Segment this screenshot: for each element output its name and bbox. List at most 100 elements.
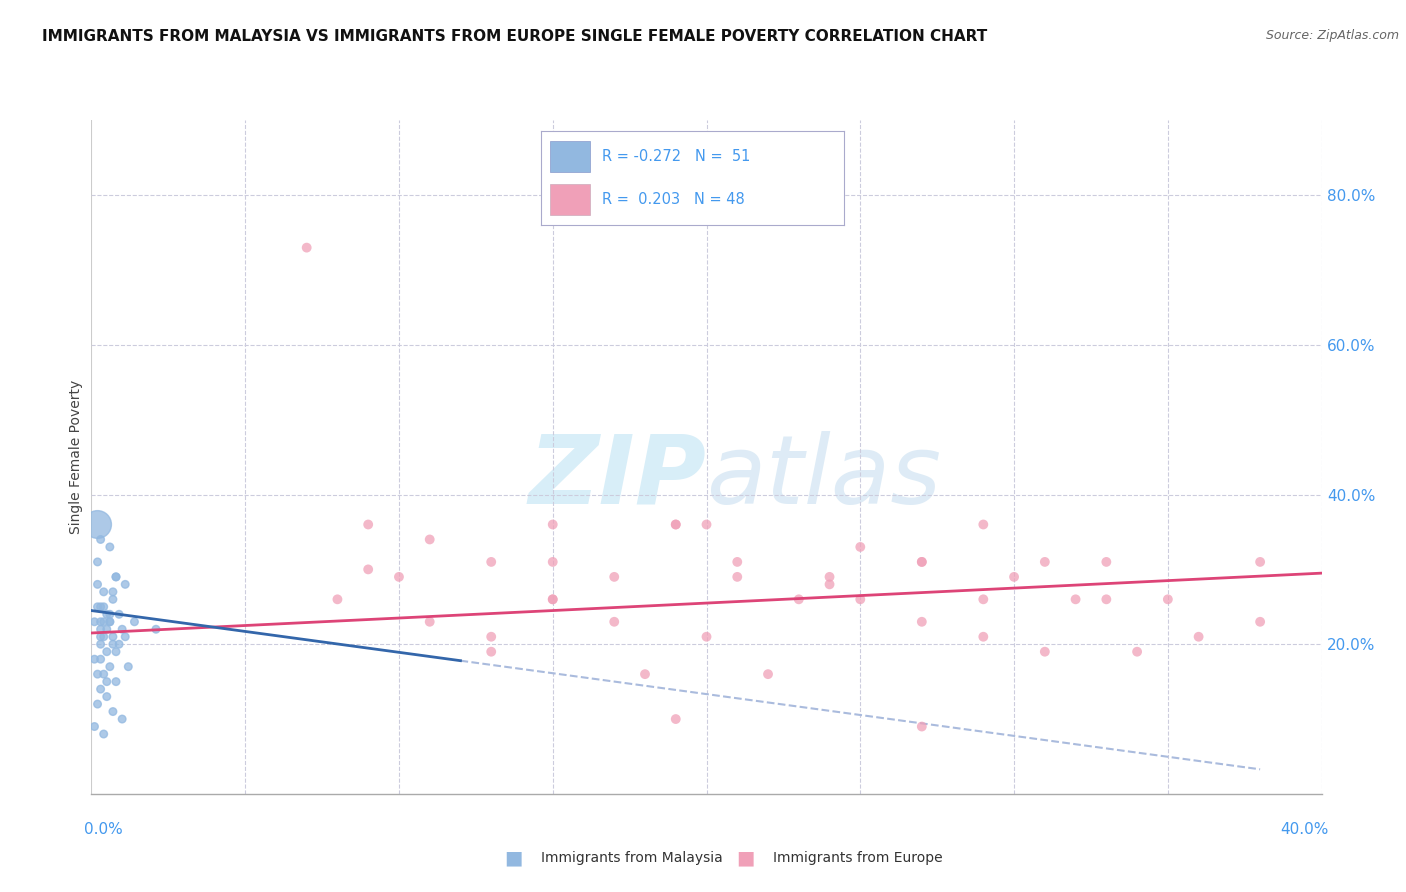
Point bbox=[665, 517, 688, 532]
Point bbox=[86, 697, 108, 711]
Point bbox=[1187, 630, 1209, 644]
Point bbox=[83, 652, 105, 666]
Point bbox=[98, 615, 121, 629]
Point bbox=[725, 570, 748, 584]
Point bbox=[541, 517, 564, 532]
Point bbox=[90, 615, 112, 629]
Point bbox=[90, 533, 112, 547]
Text: IMMIGRANTS FROM MALAYSIA VS IMMIGRANTS FROM EUROPE SINGLE FEMALE POVERTY CORRELA: IMMIGRANTS FROM MALAYSIA VS IMMIGRANTS F… bbox=[42, 29, 987, 44]
Y-axis label: Single Female Poverty: Single Female Poverty bbox=[69, 380, 83, 534]
Point bbox=[86, 667, 108, 681]
Point bbox=[105, 674, 127, 689]
Point bbox=[419, 533, 441, 547]
Point bbox=[96, 607, 118, 622]
Bar bbox=[550, 184, 589, 216]
Point bbox=[98, 540, 121, 554]
Point bbox=[541, 592, 564, 607]
Point bbox=[108, 607, 131, 622]
Text: Source: ZipAtlas.com: Source: ZipAtlas.com bbox=[1265, 29, 1399, 42]
Point bbox=[111, 712, 134, 726]
Point bbox=[86, 577, 108, 591]
Point bbox=[756, 667, 779, 681]
Point bbox=[101, 637, 124, 651]
Point bbox=[93, 630, 115, 644]
Point bbox=[479, 555, 502, 569]
Point bbox=[90, 599, 112, 614]
Point bbox=[93, 667, 115, 681]
Point bbox=[479, 630, 502, 644]
Point bbox=[105, 645, 127, 659]
Point bbox=[787, 592, 810, 607]
Point bbox=[1095, 592, 1118, 607]
Text: Immigrants from Europe: Immigrants from Europe bbox=[773, 851, 943, 865]
Point bbox=[1064, 592, 1087, 607]
Point bbox=[818, 570, 841, 584]
Point bbox=[90, 637, 112, 651]
Point bbox=[105, 570, 127, 584]
Point bbox=[972, 592, 994, 607]
Point bbox=[665, 712, 688, 726]
Point bbox=[117, 659, 139, 673]
Text: 40.0%: 40.0% bbox=[1281, 822, 1329, 837]
Point bbox=[93, 727, 115, 741]
Bar bbox=[550, 141, 589, 172]
Point bbox=[86, 517, 108, 532]
Point bbox=[479, 645, 502, 659]
Point bbox=[86, 599, 108, 614]
Point bbox=[86, 555, 108, 569]
Text: R =  0.203   N = 48: R = 0.203 N = 48 bbox=[602, 192, 745, 207]
Point bbox=[818, 577, 841, 591]
Point bbox=[101, 585, 124, 599]
Point bbox=[90, 630, 112, 644]
Point bbox=[972, 630, 994, 644]
Text: ■: ■ bbox=[735, 848, 755, 868]
Point bbox=[1033, 645, 1056, 659]
Point bbox=[114, 630, 136, 644]
Point bbox=[111, 622, 134, 636]
Point bbox=[114, 577, 136, 591]
Point bbox=[93, 585, 115, 599]
Point bbox=[105, 570, 127, 584]
Point bbox=[101, 630, 124, 644]
Point bbox=[357, 517, 380, 532]
Point bbox=[93, 615, 115, 629]
Point bbox=[295, 241, 318, 255]
Point bbox=[90, 682, 112, 697]
Text: ZIP: ZIP bbox=[529, 431, 706, 524]
Text: atlas: atlas bbox=[706, 431, 942, 524]
Text: 0.0%: 0.0% bbox=[84, 822, 124, 837]
Point bbox=[849, 540, 872, 554]
Point bbox=[696, 517, 718, 532]
Text: ■: ■ bbox=[503, 848, 523, 868]
Point bbox=[911, 555, 934, 569]
Point bbox=[911, 555, 934, 569]
Point bbox=[101, 592, 124, 607]
Text: Immigrants from Malaysia: Immigrants from Malaysia bbox=[541, 851, 723, 865]
Point bbox=[972, 517, 994, 532]
Point bbox=[98, 659, 121, 673]
Point bbox=[1249, 615, 1271, 629]
Point bbox=[83, 615, 105, 629]
Point bbox=[1002, 570, 1025, 584]
Point bbox=[849, 592, 872, 607]
Point bbox=[98, 607, 121, 622]
Point bbox=[1126, 645, 1149, 659]
Point bbox=[696, 630, 718, 644]
Point bbox=[665, 517, 688, 532]
Point bbox=[96, 690, 118, 704]
Point bbox=[911, 719, 934, 733]
Point bbox=[603, 615, 626, 629]
Point bbox=[93, 599, 115, 614]
Point bbox=[145, 622, 167, 636]
Point bbox=[90, 622, 112, 636]
Point bbox=[83, 719, 105, 733]
Point bbox=[541, 555, 564, 569]
Point bbox=[1249, 555, 1271, 569]
Point bbox=[419, 615, 441, 629]
Point bbox=[96, 622, 118, 636]
Text: R = -0.272   N =  51: R = -0.272 N = 51 bbox=[602, 149, 751, 164]
Point bbox=[388, 570, 411, 584]
Point bbox=[603, 570, 626, 584]
Point bbox=[101, 705, 124, 719]
Point bbox=[98, 615, 121, 629]
